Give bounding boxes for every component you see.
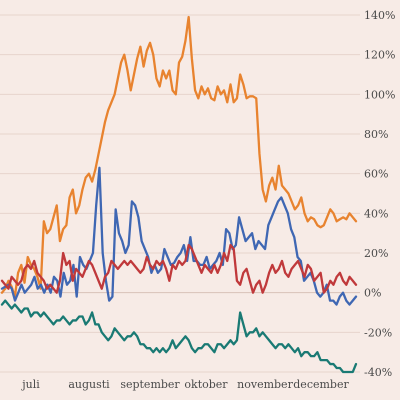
y-tick-label: 120% xyxy=(364,49,395,62)
y-tick-label: 80% xyxy=(364,128,388,141)
x-tick-label: september xyxy=(120,378,180,391)
y-tick-label: -20% xyxy=(364,326,392,339)
y-tick-label: 60% xyxy=(364,168,388,181)
y-tick-label: 140% xyxy=(364,9,395,22)
y-tick-label: 100% xyxy=(364,88,395,101)
series-line-4 xyxy=(0,299,358,374)
series-line-3 xyxy=(0,243,358,294)
series-lines xyxy=(0,15,358,374)
y-tick-label: 0% xyxy=(364,287,381,300)
series-line-1 xyxy=(0,15,358,298)
x-tick-label: oktober xyxy=(184,378,228,391)
grid-lines xyxy=(0,14,360,373)
x-axis-tick-labels: juli augusti september oktober november decem… xyxy=(20,378,349,391)
y-tick-label: 20% xyxy=(364,247,388,260)
y-tick-label: 40% xyxy=(364,207,388,220)
x-tick-label: november xyxy=(237,378,293,391)
x-tick-label: augusti xyxy=(68,378,110,391)
series-line-2 xyxy=(0,166,358,306)
y-axis-tick-labels: 140% 120% 100% 80% 60% 40% 20% 0% -20% -40% xyxy=(364,9,395,379)
x-tick-label: juli xyxy=(20,378,40,391)
x-tick-label: december xyxy=(293,378,349,391)
y-tick-label: -40% xyxy=(364,366,392,379)
